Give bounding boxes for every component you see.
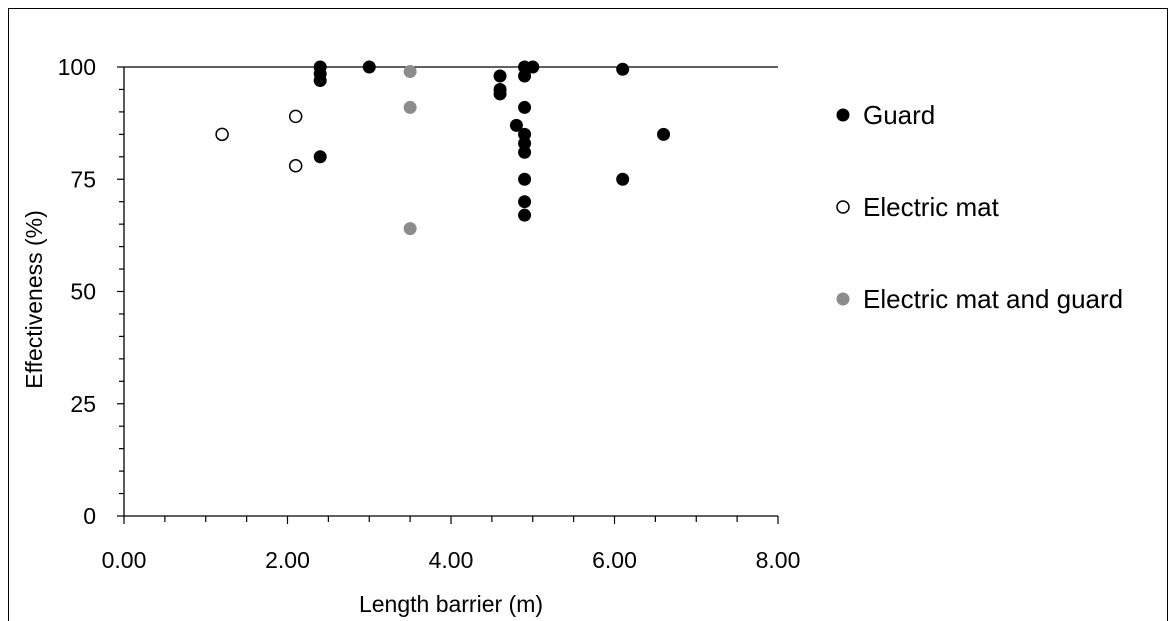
legend-label: Electric mat [863, 192, 1000, 222]
y-tick-label: 50 [70, 279, 96, 305]
y-tick-label: 25 [70, 391, 96, 417]
x-tick-label: 4.00 [429, 547, 474, 573]
tick-marks [117, 66, 779, 524]
data-point [313, 73, 327, 87]
data-point [518, 100, 532, 114]
series-guard [313, 60, 671, 222]
legend: Guard Electric mat Electric mat and guard [836, 100, 1123, 314]
x-tick-label: 8.00 [756, 547, 801, 573]
data-point [493, 87, 507, 101]
x-axis-title: Length barrier (m) [359, 591, 543, 617]
data-point [493, 69, 507, 83]
x-tick-label: 2.00 [265, 547, 310, 573]
data-point [616, 62, 630, 76]
series-electric-mat [215, 109, 303, 173]
y-axis-title: Effectiveness (%) [21, 210, 47, 389]
data-point [313, 150, 327, 164]
data-point [403, 222, 417, 236]
data-point [518, 145, 532, 159]
legend-marker [836, 292, 850, 306]
data-point [403, 64, 417, 78]
legend-label: Guard [863, 100, 935, 130]
figure-frame [8, 8, 1168, 621]
y-tick-label: 0 [83, 503, 96, 529]
data-point [362, 60, 376, 74]
legend-label: Electric mat and guard [863, 284, 1123, 314]
data-point [526, 60, 540, 74]
data-points [215, 60, 671, 236]
legend-marker [836, 200, 850, 214]
data-point [518, 195, 532, 209]
data-point [403, 100, 417, 114]
series-electric-mat-and-guard [403, 64, 417, 236]
data-point [215, 127, 229, 142]
legend-marker [836, 108, 850, 122]
data-point [288, 109, 303, 124]
x-tick-label: 6.00 [592, 547, 637, 573]
data-point [509, 118, 523, 132]
tick-labels: 0 25 50 75 100 0.00 2.00 4.00 6.00 8.00 [58, 54, 801, 573]
data-point [657, 127, 671, 141]
x-tick-label: 0.00 [102, 547, 147, 573]
y-tick-label: 100 [58, 54, 96, 80]
data-point [288, 159, 303, 173]
data-point [616, 172, 630, 186]
data-point [518, 172, 532, 186]
data-point [518, 208, 532, 222]
data-point [518, 69, 532, 83]
y-tick-label: 75 [70, 166, 96, 192]
